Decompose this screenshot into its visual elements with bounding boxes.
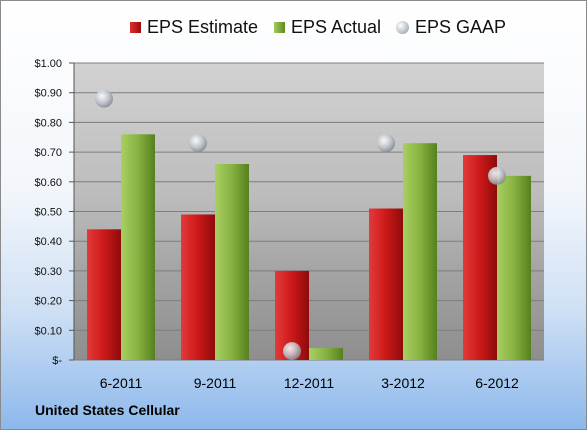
marker-eps-gaap <box>377 134 395 153</box>
legend-label-eps-gaap: EPS GAAP <box>415 17 507 37</box>
x-tick-label: 6-2011 <box>100 375 143 391</box>
legend-swatch-eps-estimate <box>130 22 141 33</box>
x-tick-label: 3-2012 <box>381 375 425 391</box>
legend-item-eps-gaap: EPS GAAP <box>396 17 506 38</box>
bar-eps-estimate <box>87 229 121 360</box>
y-tick-label: $0.20 <box>34 296 62 308</box>
y-tick-label: $- <box>52 355 62 367</box>
y-tick-label: $0.50 <box>34 207 62 219</box>
legend-item-eps-estimate: EPS Estimate <box>130 17 258 38</box>
y-tick-label: $0.70 <box>34 147 62 159</box>
y-tick-label: $0.30 <box>34 266 62 278</box>
bar-eps-actual <box>497 175 531 360</box>
bar-eps-estimate <box>369 208 403 360</box>
y-tick-label: $0.80 <box>34 117 62 129</box>
legend-label-eps-actual: EPS Actual <box>291 17 382 37</box>
marker-eps-gaap <box>189 134 207 153</box>
marker-eps-gaap <box>488 166 506 185</box>
bar-eps-estimate <box>463 155 497 360</box>
y-tick-label: $0.40 <box>34 236 62 248</box>
x-tick-label: 6-2012 <box>475 375 519 391</box>
bar-eps-actual <box>121 134 155 360</box>
y-tick-label: $0.10 <box>34 325 62 337</box>
bar-eps-actual <box>309 348 343 360</box>
x-tick-label: 12-2011 <box>284 375 335 391</box>
y-tick-label: $1.00 <box>34 58 62 70</box>
marker-eps-gaap <box>95 89 113 108</box>
marker-eps-gaap <box>283 342 301 361</box>
bar-eps-estimate <box>181 214 215 360</box>
bar-eps-actual <box>215 163 249 360</box>
x-tick-label: 9-2011 <box>194 375 237 391</box>
company-name: United States Cellular <box>35 402 180 418</box>
bar-eps-actual <box>403 143 437 360</box>
legend-marker-eps-gaap <box>396 21 409 34</box>
y-tick-label: $0.90 <box>34 88 62 100</box>
legend: EPS Estimate EPS Actual EPS GAAP <box>1 17 586 45</box>
legend-swatch-eps-actual <box>274 22 285 33</box>
legend-label-eps-estimate: EPS Estimate <box>147 17 259 37</box>
y-tick-label: $0.60 <box>34 177 62 189</box>
legend-item-eps-actual: EPS Actual <box>274 17 381 38</box>
